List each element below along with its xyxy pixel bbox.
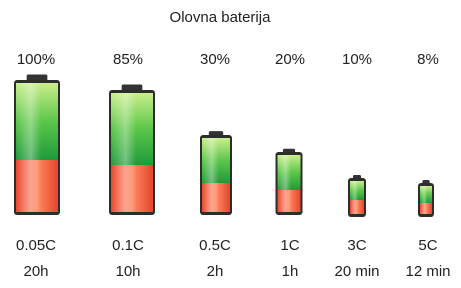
battery <box>200 131 232 215</box>
battery <box>109 84 155 215</box>
shine <box>16 83 58 212</box>
rate-label: 3C <box>347 237 366 254</box>
title: Olovna baterija <box>170 9 272 26</box>
rate-label: 0.05C <box>16 237 56 254</box>
rate-label: 0.5C <box>199 237 231 254</box>
battery <box>276 149 303 215</box>
rate-label: 5C <box>418 237 437 254</box>
percent-label: 10% <box>342 51 372 68</box>
shine <box>111 93 153 212</box>
percent-label: 8% <box>417 51 439 68</box>
battery <box>14 74 60 215</box>
shine <box>420 186 432 214</box>
shine <box>350 181 364 214</box>
shine <box>202 138 230 212</box>
time-label: 20 min <box>334 263 379 280</box>
shine <box>278 155 301 212</box>
rate-label: 1C <box>280 237 299 254</box>
diagram: Olovna baterija 100% 0.05C 20h 85% 0.1C 10h 30… <box>0 0 461 288</box>
time-label: 2h <box>207 263 224 280</box>
percent-label: 85% <box>113 51 143 68</box>
time-label: 1h <box>282 263 299 280</box>
time-label: 10h <box>115 263 140 280</box>
time-label: 20h <box>23 263 48 280</box>
rate-label: 0.1C <box>112 237 144 254</box>
battery <box>418 180 434 217</box>
battery <box>348 175 366 217</box>
percent-label: 30% <box>200 51 230 68</box>
percent-label: 20% <box>275 51 305 68</box>
time-label: 12 min <box>405 263 450 280</box>
percent-label: 100% <box>17 51 55 68</box>
